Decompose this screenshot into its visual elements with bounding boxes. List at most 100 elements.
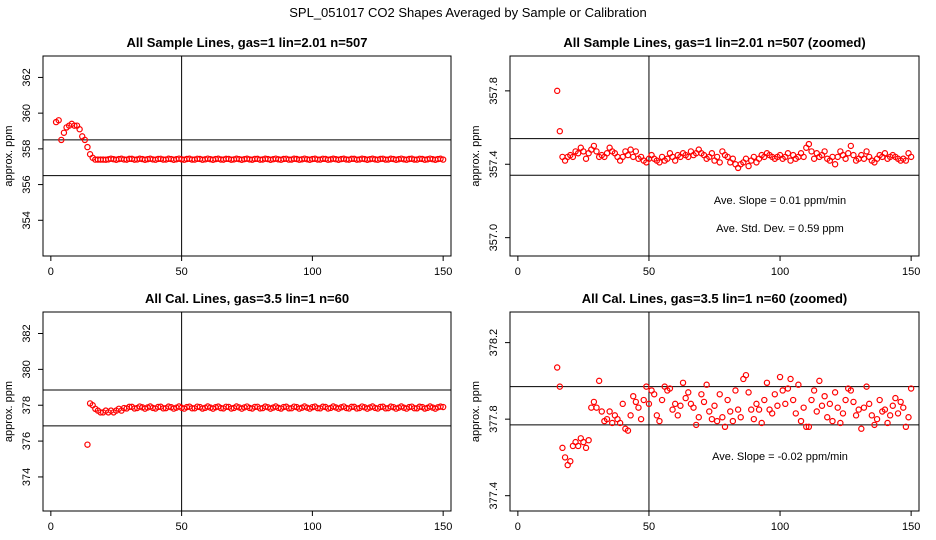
data-point — [837, 419, 844, 427]
data-point — [737, 414, 744, 421]
x-tick-label: 150 — [902, 521, 920, 533]
data-point — [800, 153, 807, 161]
data-point — [635, 404, 642, 411]
data-point — [713, 417, 721, 425]
data-point — [845, 150, 852, 157]
y-tick-label: 382 — [21, 324, 33, 342]
data-point — [664, 155, 671, 162]
y-tick-label: 362 — [21, 68, 33, 86]
data-point — [585, 437, 592, 444]
data-point — [553, 87, 561, 95]
data-point — [824, 414, 831, 421]
page-title: SPL_051017 CO2 Shapes Averaged by Sample… — [289, 5, 647, 20]
data-point — [671, 400, 679, 408]
data-point — [724, 153, 731, 161]
x-tick-label: 0 — [48, 266, 54, 278]
data-point — [732, 387, 739, 394]
data-point — [829, 153, 836, 161]
plot-frame — [42, 55, 452, 257]
data-point — [671, 157, 679, 164]
y-tick-label: 358 — [21, 140, 33, 158]
data-point — [787, 157, 794, 164]
data-point — [658, 396, 666, 404]
data-point — [627, 412, 634, 419]
y-tick-label: 357.4 — [488, 150, 500, 178]
data-point — [708, 150, 716, 157]
x-tick-label: 0 — [515, 521, 521, 533]
data-point — [569, 153, 577, 161]
data-point — [797, 417, 805, 425]
data-point — [860, 404, 868, 411]
data-point — [81, 136, 89, 144]
chart-panel-2: All Sample Lines, gas=1 lin=2.01 n=507 (… — [470, 35, 920, 278]
panel-title: All Cal. Lines, gas=3.5 lin=1 n=60 — [145, 291, 349, 306]
data-point — [787, 375, 794, 383]
data-point — [805, 140, 813, 148]
data-point — [810, 155, 818, 162]
data-point — [703, 381, 710, 388]
data-point — [884, 419, 891, 427]
data-point — [598, 408, 605, 415]
data-point — [808, 396, 815, 404]
data-point — [582, 155, 590, 162]
x-tick-label: 100 — [771, 266, 789, 278]
y-axis-label: approx. ppm — [3, 125, 15, 186]
data-point — [421, 405, 429, 412]
data-point — [750, 415, 758, 423]
annotation-text: Ave. Slope = -0.02 ppm/min — [712, 451, 848, 463]
y-axis-label: approx. ppm — [3, 381, 15, 442]
x-tick-label: 150 — [434, 521, 452, 533]
data-point — [881, 150, 889, 157]
data-point — [437, 155, 444, 162]
data-point — [742, 371, 750, 379]
x-tick-label: 50 — [175, 266, 187, 278]
data-point — [606, 408, 613, 415]
data-point — [805, 423, 813, 431]
data-point — [632, 148, 640, 155]
data-point — [679, 379, 687, 386]
data-point — [829, 417, 836, 425]
data-point — [619, 400, 626, 408]
chart-panel-4: All Cal. Lines, gas=3.5 lin=1 n=60 (zoom… — [470, 291, 920, 533]
x-tick-label: 100 — [303, 521, 321, 533]
data-point — [750, 153, 758, 161]
data-point — [131, 405, 138, 412]
panel-title: All Sample Lines, gas=1 lin=2.01 n=507 — [127, 35, 368, 50]
data-point — [800, 404, 807, 411]
data-point — [76, 126, 83, 133]
data-point — [889, 402, 896, 409]
data-point — [902, 423, 910, 431]
y-tick-label: 354 — [21, 211, 33, 229]
panel-title: All Cal. Lines, gas=3.5 lin=1 n=60 (zoom… — [582, 291, 848, 306]
data-point — [894, 410, 902, 417]
data-point — [886, 412, 894, 419]
data-point — [892, 394, 899, 402]
data-point — [763, 379, 771, 386]
data-point — [653, 412, 661, 419]
data-point — [387, 403, 395, 410]
data-point — [881, 406, 889, 413]
y-tick-label: 377.8 — [488, 405, 500, 433]
data-point — [685, 389, 692, 396]
data-point — [847, 387, 855, 394]
data-point — [656, 159, 663, 166]
data-point — [640, 396, 647, 404]
y-tick-label: 378 — [21, 396, 33, 414]
y-tick-label: 360 — [21, 104, 33, 122]
data-point — [84, 441, 91, 448]
x-tick-label: 100 — [771, 521, 789, 533]
panel-title: All Sample Lines, gas=1 lin=2.01 n=507 (… — [563, 35, 865, 50]
data-point — [574, 442, 582, 450]
x-tick-label: 150 — [902, 266, 920, 278]
data-point — [708, 415, 716, 423]
data-point — [434, 404, 442, 411]
data-point — [852, 412, 860, 419]
data-point — [855, 406, 862, 413]
data-point — [865, 400, 873, 408]
data-point — [353, 405, 361, 412]
data-point — [724, 396, 731, 404]
data-point — [871, 421, 878, 429]
data-point — [556, 128, 564, 135]
data-point — [60, 129, 68, 136]
